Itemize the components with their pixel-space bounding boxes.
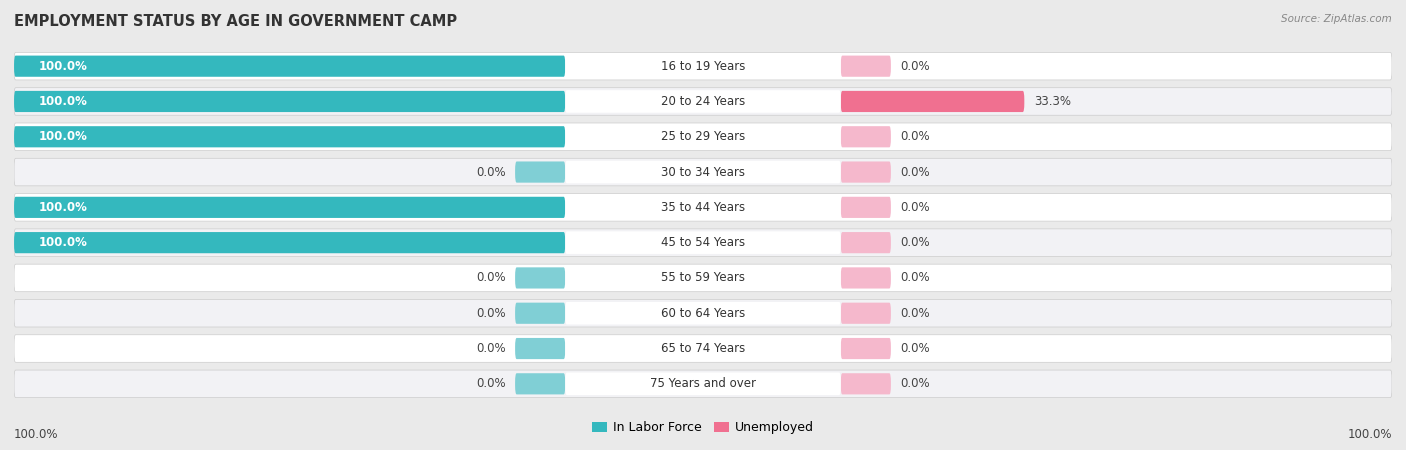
FancyBboxPatch shape: [515, 162, 565, 183]
FancyBboxPatch shape: [841, 267, 891, 288]
Text: 0.0%: 0.0%: [477, 342, 506, 355]
FancyBboxPatch shape: [14, 88, 1392, 115]
Text: 0.0%: 0.0%: [477, 377, 506, 390]
Text: 0.0%: 0.0%: [900, 130, 929, 143]
FancyBboxPatch shape: [14, 194, 1392, 221]
Text: 100.0%: 100.0%: [39, 236, 89, 249]
Text: 100.0%: 100.0%: [1347, 428, 1392, 441]
FancyBboxPatch shape: [515, 338, 565, 359]
FancyBboxPatch shape: [14, 264, 1392, 292]
Text: 60 to 64 Years: 60 to 64 Years: [661, 307, 745, 320]
FancyBboxPatch shape: [14, 370, 1392, 398]
FancyBboxPatch shape: [14, 335, 1392, 362]
FancyBboxPatch shape: [841, 338, 891, 359]
Text: 0.0%: 0.0%: [900, 236, 929, 249]
FancyBboxPatch shape: [14, 91, 565, 112]
FancyBboxPatch shape: [565, 267, 841, 289]
FancyBboxPatch shape: [14, 56, 565, 77]
Text: 33.3%: 33.3%: [1033, 95, 1071, 108]
FancyBboxPatch shape: [565, 373, 841, 395]
Text: 65 to 74 Years: 65 to 74 Years: [661, 342, 745, 355]
Text: 0.0%: 0.0%: [900, 342, 929, 355]
FancyBboxPatch shape: [841, 56, 891, 77]
Text: 0.0%: 0.0%: [900, 60, 929, 73]
Text: 100.0%: 100.0%: [39, 201, 89, 214]
FancyBboxPatch shape: [14, 126, 565, 147]
FancyBboxPatch shape: [565, 337, 841, 360]
FancyBboxPatch shape: [841, 303, 891, 324]
FancyBboxPatch shape: [515, 373, 565, 394]
FancyBboxPatch shape: [14, 123, 1392, 151]
FancyBboxPatch shape: [565, 161, 841, 183]
FancyBboxPatch shape: [841, 91, 1025, 112]
Text: EMPLOYMENT STATUS BY AGE IN GOVERNMENT CAMP: EMPLOYMENT STATUS BY AGE IN GOVERNMENT C…: [14, 14, 457, 28]
Text: 0.0%: 0.0%: [900, 201, 929, 214]
FancyBboxPatch shape: [14, 197, 565, 218]
Text: 0.0%: 0.0%: [900, 271, 929, 284]
Text: 0.0%: 0.0%: [477, 271, 506, 284]
FancyBboxPatch shape: [841, 126, 891, 147]
Text: 55 to 59 Years: 55 to 59 Years: [661, 271, 745, 284]
FancyBboxPatch shape: [841, 232, 891, 253]
Text: 75 Years and over: 75 Years and over: [650, 377, 756, 390]
Text: 0.0%: 0.0%: [477, 166, 506, 179]
Text: 100.0%: 100.0%: [39, 95, 89, 108]
FancyBboxPatch shape: [565, 231, 841, 254]
FancyBboxPatch shape: [14, 232, 565, 253]
Text: 100.0%: 100.0%: [14, 428, 59, 441]
FancyBboxPatch shape: [14, 52, 1392, 80]
Text: 30 to 34 Years: 30 to 34 Years: [661, 166, 745, 179]
Text: 25 to 29 Years: 25 to 29 Years: [661, 130, 745, 143]
Text: 16 to 19 Years: 16 to 19 Years: [661, 60, 745, 73]
Text: 0.0%: 0.0%: [900, 166, 929, 179]
FancyBboxPatch shape: [565, 90, 841, 113]
Text: 35 to 44 Years: 35 to 44 Years: [661, 201, 745, 214]
FancyBboxPatch shape: [14, 299, 1392, 327]
Text: 100.0%: 100.0%: [39, 130, 89, 143]
Text: 0.0%: 0.0%: [900, 377, 929, 390]
FancyBboxPatch shape: [14, 229, 1392, 256]
Text: 0.0%: 0.0%: [477, 307, 506, 320]
Legend: In Labor Force, Unemployed: In Labor Force, Unemployed: [586, 416, 820, 439]
FancyBboxPatch shape: [841, 197, 891, 218]
FancyBboxPatch shape: [565, 126, 841, 148]
FancyBboxPatch shape: [841, 373, 891, 394]
FancyBboxPatch shape: [14, 158, 1392, 186]
FancyBboxPatch shape: [565, 196, 841, 219]
FancyBboxPatch shape: [565, 302, 841, 324]
Text: 45 to 54 Years: 45 to 54 Years: [661, 236, 745, 249]
Text: 0.0%: 0.0%: [900, 307, 929, 320]
Text: 100.0%: 100.0%: [39, 60, 89, 73]
Text: 20 to 24 Years: 20 to 24 Years: [661, 95, 745, 108]
FancyBboxPatch shape: [515, 267, 565, 288]
FancyBboxPatch shape: [515, 303, 565, 324]
Text: Source: ZipAtlas.com: Source: ZipAtlas.com: [1281, 14, 1392, 23]
FancyBboxPatch shape: [565, 55, 841, 77]
FancyBboxPatch shape: [841, 162, 891, 183]
